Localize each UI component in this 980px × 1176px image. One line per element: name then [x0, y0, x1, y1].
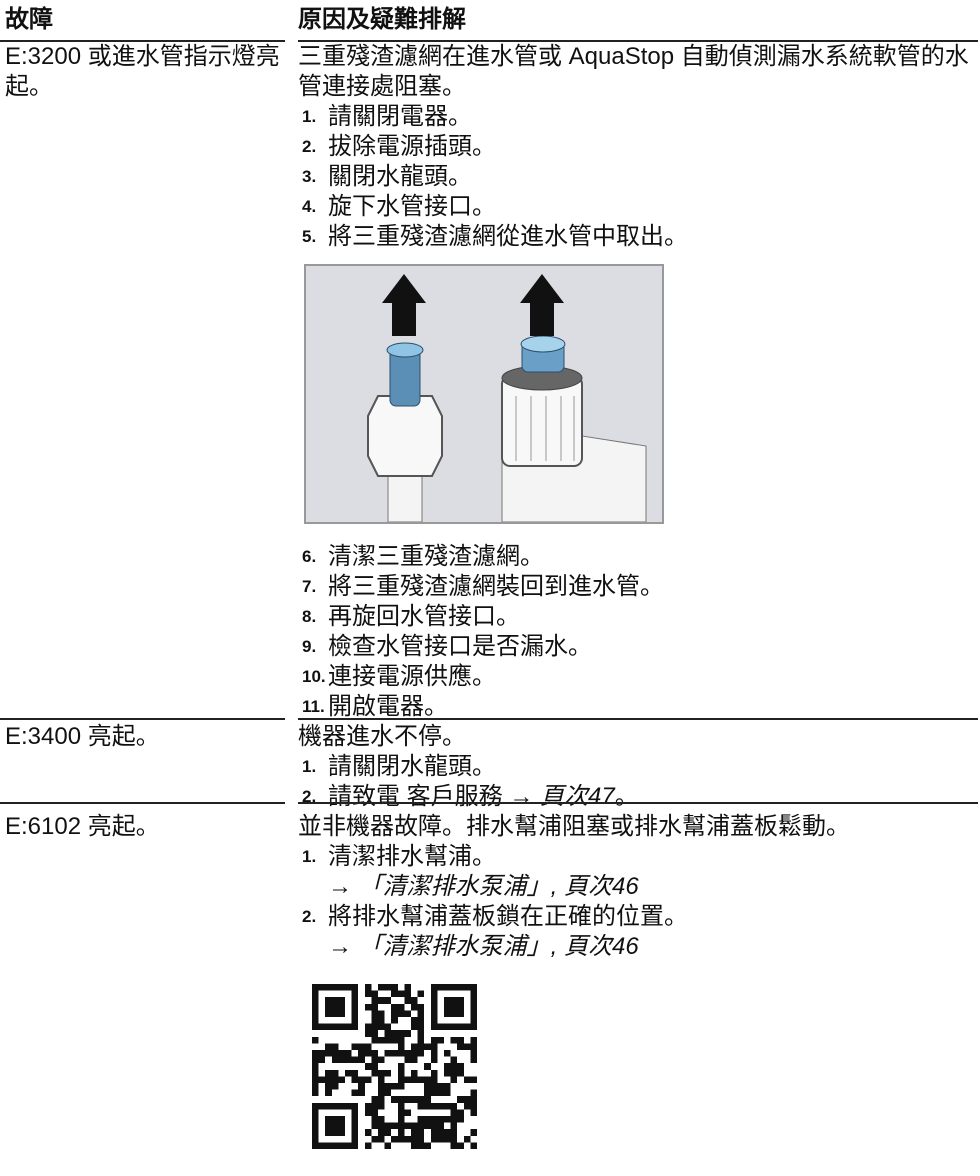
step-number: 1. [302, 847, 317, 866]
fault: E:3400 亮起。 [5, 723, 160, 750]
cause: 並非機器故障。排水幫浦阻塞或排水幫浦蓋板鬆動。 [298, 813, 850, 840]
fault: E:6102 亮起。 [5, 813, 160, 840]
step: 2. 將排水幫浦蓋板鎖在正確的位置。 [298, 902, 978, 932]
step-text: 旋下水管接口。 [328, 193, 496, 220]
step-body: 開啟電器。 [328, 692, 448, 722]
step-number: 9. [302, 637, 317, 656]
step: 6. 清潔三重殘渣濾網。 [298, 542, 978, 572]
step-body: 請關閉水龍頭。 [328, 752, 496, 782]
step: 10. 連接電源供應。 [298, 662, 978, 692]
qr-code [312, 984, 477, 1149]
step-number: 2. [302, 137, 317, 156]
steps: 1. 請關閉水龍頭。 2. 請致電 客戶服務 → 頁次47。 [298, 752, 978, 812]
cause-cell: 三重殘渣濾網在進水管或 AquaStop 自動偵測漏水系統軟管的水管連接處阻塞。… [298, 42, 978, 720]
step-text: 連接電源供應。 [328, 663, 496, 690]
step-body: 清潔排水幫浦。 [328, 842, 496, 872]
step: 8. 再旋回水管接口。 [298, 602, 978, 632]
cause-cell: 機器進水不停。 1. 請關閉水龍頭。 2. 請致電 客戶服務 → 頁次47。 [298, 722, 978, 810]
header-cause: 原因及疑難排解 [298, 6, 466, 33]
step-body: 請致電 客戶服務 → 頁次47。 [328, 782, 639, 812]
step-text: 將三重殘渣濾網裝回到進水管。 [328, 573, 664, 600]
reference: → 「清潔排水泵浦」, 頁次46 [328, 933, 639, 960]
cause-cell: 並非機器故障。排水幫浦阻塞或排水幫浦蓋板鬆動。 1. 清潔排水幫浦。 → 「清潔排水… [298, 812, 978, 1157]
step-body: 將排水幫浦蓋板鎖在正確的位置。 [328, 902, 688, 932]
step: 1. 請關閉電器。 [298, 102, 978, 132]
steps: 1. 清潔排水幫浦。 → 「清潔排水泵浦」, 頁次46 2. 將排水幫浦蓋板鎖在正確的位… [298, 842, 978, 962]
step: 3. 關閉水龍頭。 [298, 162, 978, 192]
step-number: 2. [302, 907, 317, 926]
cause: 三重殘渣濾網在進水管或 AquaStop 自動偵測漏水系統軟管的水管連接處阻塞。 [298, 43, 969, 100]
step-number: 1. [302, 107, 317, 126]
cause: 機器進水不停。 [298, 723, 466, 750]
step-body: 再旋回水管接口。 [328, 602, 520, 632]
separator [0, 40, 980, 42]
step-number: 1. [302, 757, 317, 776]
step-number: 2. [302, 787, 317, 806]
step-number: 10. [302, 667, 326, 686]
step-text: 請關閉水龍頭。 [328, 753, 496, 780]
step-number: 4. [302, 197, 317, 216]
step-text: 開啟電器。 [328, 693, 448, 720]
step-body: 將三重殘渣濾網裝回到進水管。 [328, 572, 664, 602]
step-body: 請關閉電器。 [328, 102, 472, 132]
step: 5. 將三重殘渣濾網從進水管中取出。 [298, 222, 978, 252]
step-body: 檢查水管接口是否漏水。 [328, 632, 592, 662]
step-number: 11. [302, 697, 325, 716]
step-end: 。 [614, 783, 639, 810]
steps: 1. 請關閉電器。 2. 拔除電源插頭。 3. 關閉水龍頭。 4. 旋下水管接口。 5. 將三重殘… [298, 102, 978, 252]
table-row: E:3200 或進水管指示燈亮起。 三重殘渣濾網在進水管或 AquaStop 自… [0, 42, 980, 720]
step-text: 關閉水龍頭。 [328, 163, 472, 190]
step: 1. 清潔排水幫浦。 [298, 842, 978, 872]
step-number: 6. [302, 547, 317, 566]
separator [0, 718, 980, 720]
step-number: 8. [302, 607, 317, 626]
step-number: 5. [302, 227, 317, 246]
step: 11. 開啟電器。 [298, 692, 978, 722]
step-text: 清潔三重殘渣濾網。 [328, 543, 544, 570]
illustration [304, 264, 664, 524]
step-text: 請致電 客戶服務 → [328, 783, 534, 810]
step-text: 再旋回水管接口。 [328, 603, 520, 630]
step-text: 請關閉電器。 [328, 103, 472, 130]
reference: → 「清潔排水泵浦」, 頁次46 [328, 873, 639, 900]
step-text: 將排水幫浦蓋板鎖在正確的位置。 [328, 903, 688, 930]
steps: 6. 清潔三重殘渣濾網。 7. 將三重殘渣濾網裝回到進水管。 8. 再旋回水管接口。 9. 檢… [298, 542, 978, 722]
step-number: 3. [302, 167, 317, 186]
header-fault: 故障 [5, 6, 53, 33]
step-text: 檢查水管接口是否漏水。 [328, 633, 592, 660]
step: 1. 請關閉水龍頭。 [298, 752, 978, 782]
step: 9. 檢查水管接口是否漏水。 [298, 632, 978, 662]
header-row: 故障 原因及疑難排解 [0, 0, 980, 40]
step-body: 旋下水管接口。 [328, 192, 496, 222]
step-text: 清潔排水幫浦。 [328, 843, 496, 870]
step-body: 將三重殘渣濾網從進水管中取出。 [328, 222, 688, 252]
step: 2. 請致電 客戶服務 → 頁次47。 [298, 782, 978, 812]
step-body: 關閉水龍頭。 [328, 162, 472, 192]
step: 4. 旋下水管接口。 [298, 192, 978, 222]
step-body: 拔除電源插頭。 [328, 132, 496, 162]
link: 頁次47 [540, 783, 615, 810]
table-row: E:6102 亮起。 並非機器故障。排水幫浦阻塞或排水幫浦蓋板鬆動。 1. 清潔排… [0, 804, 980, 1157]
step: 2. 拔除電源插頭。 [298, 132, 978, 162]
table-row: E:3400 亮起。 機器進水不停。 1. 請關閉水龍頭。 2. 請致電 客戶服務 →… [0, 720, 980, 810]
step: 7. 將三重殘渣濾網裝回到進水管。 [298, 572, 978, 602]
step-number: 7. [302, 577, 317, 596]
step-text: 將三重殘渣濾網從進水管中取出。 [328, 223, 688, 250]
separator [0, 802, 980, 804]
fault: E:3200 或進水管指示燈亮起。 [5, 43, 280, 100]
step-body: 連接電源供應。 [328, 662, 496, 692]
step-body: 清潔三重殘渣濾網。 [328, 542, 544, 572]
step-text: 拔除電源插頭。 [328, 133, 496, 160]
